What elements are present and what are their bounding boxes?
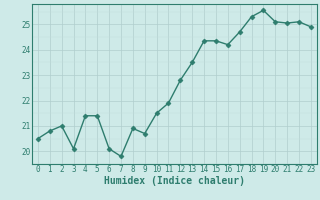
X-axis label: Humidex (Indice chaleur): Humidex (Indice chaleur) [104,176,245,186]
